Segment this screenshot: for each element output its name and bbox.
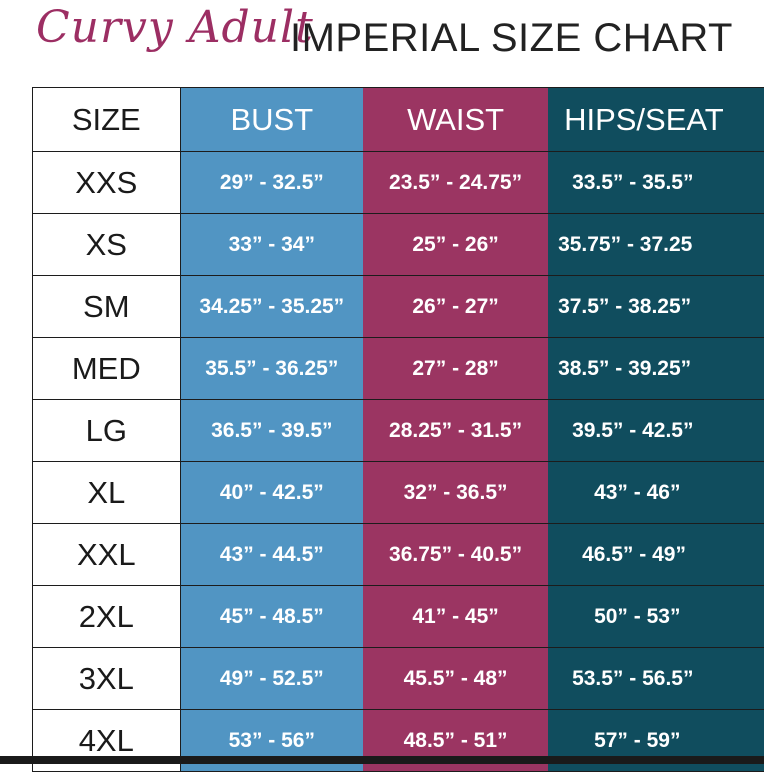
table-row: XXL 43” - 44.5” 36.75” - 40.5” 46.5” - 4…: [33, 524, 764, 586]
hips-cell: 37.5” - 38.25”: [548, 276, 764, 338]
column-header-waist: WAIST: [363, 88, 548, 152]
table-header-row: SIZE BUST WAIST HIPS/SEAT: [33, 88, 764, 152]
hips-cell: 53.5” - 56.5”: [548, 648, 764, 710]
size-cell: MED: [33, 338, 181, 400]
column-header-size: SIZE: [33, 88, 181, 152]
waist-cell: 32” - 36.5”: [363, 462, 548, 524]
bust-cell: 49” - 52.5”: [180, 648, 363, 710]
waist-cell: 28.25” - 31.5”: [363, 400, 548, 462]
table-row: MED 35.5” - 36.25” 27” - 28” 38.5” - 39.…: [33, 338, 764, 400]
bust-cell: 29” - 32.5”: [180, 152, 363, 214]
bust-cell: 45” - 48.5”: [180, 586, 363, 648]
hips-cell: 50” - 53”: [548, 586, 764, 648]
hips-cell: 43” - 46”: [548, 462, 764, 524]
column-header-bust: BUST: [180, 88, 363, 152]
bust-cell: 35.5” - 36.25”: [180, 338, 363, 400]
size-cell: XXL: [33, 524, 181, 586]
size-cell: XXS: [33, 152, 181, 214]
waist-cell: 23.5” - 24.75”: [363, 152, 548, 214]
column-header-hips: HIPS/SEAT: [548, 88, 764, 152]
chart-header: Curvy Adult IMPERIAL SIZE CHART: [0, 0, 764, 86]
bottom-divider: [0, 756, 764, 764]
waist-cell: 36.75” - 40.5”: [363, 524, 548, 586]
size-cell: 2XL: [33, 586, 181, 648]
size-cell: SM: [33, 276, 181, 338]
table-row: LG 36.5” - 39.5” 28.25” - 31.5” 39.5” - …: [33, 400, 764, 462]
brand-logo-text: Curvy Adult: [36, 2, 314, 53]
waist-cell: 41” - 45”: [363, 586, 548, 648]
table-row: XL 40” - 42.5” 32” - 36.5” 43” - 46”: [33, 462, 764, 524]
bust-cell: 33” - 34”: [180, 214, 363, 276]
table-row: SM 34.25” - 35.25” 26” - 27” 37.5” - 38.…: [33, 276, 764, 338]
chart-title: IMPERIAL SIZE CHART: [290, 16, 733, 61]
hips-cell: 39.5” - 42.5”: [548, 400, 764, 462]
waist-cell: 45.5” - 48”: [363, 648, 548, 710]
size-chart-table: SIZE BUST WAIST HIPS/SEAT XXS 29” - 32.5…: [32, 87, 764, 772]
hips-cell: 46.5” - 49”: [548, 524, 764, 586]
size-cell: XS: [33, 214, 181, 276]
bust-cell: 36.5” - 39.5”: [180, 400, 363, 462]
size-cell: LG: [33, 400, 181, 462]
hips-cell: 38.5” - 39.25”: [548, 338, 764, 400]
table-row: XXS 29” - 32.5” 23.5” - 24.75” 33.5” - 3…: [33, 152, 764, 214]
hips-cell: 33.5” - 35.5”: [548, 152, 764, 214]
waist-cell: 26” - 27”: [363, 276, 548, 338]
table-row: XS 33” - 34” 25” - 26” 35.75” - 37.25: [33, 214, 764, 276]
bust-cell: 40” - 42.5”: [180, 462, 363, 524]
waist-cell: 27” - 28”: [363, 338, 548, 400]
table-row: 3XL 49” - 52.5” 45.5” - 48” 53.5” - 56.5…: [33, 648, 764, 710]
bust-cell: 34.25” - 35.25”: [180, 276, 363, 338]
size-cell: XL: [33, 462, 181, 524]
bust-cell: 43” - 44.5”: [180, 524, 363, 586]
waist-cell: 25” - 26”: [363, 214, 548, 276]
hips-cell: 35.75” - 37.25: [548, 214, 764, 276]
table-row: 2XL 45” - 48.5” 41” - 45” 50” - 53”: [33, 586, 764, 648]
size-cell: 3XL: [33, 648, 181, 710]
